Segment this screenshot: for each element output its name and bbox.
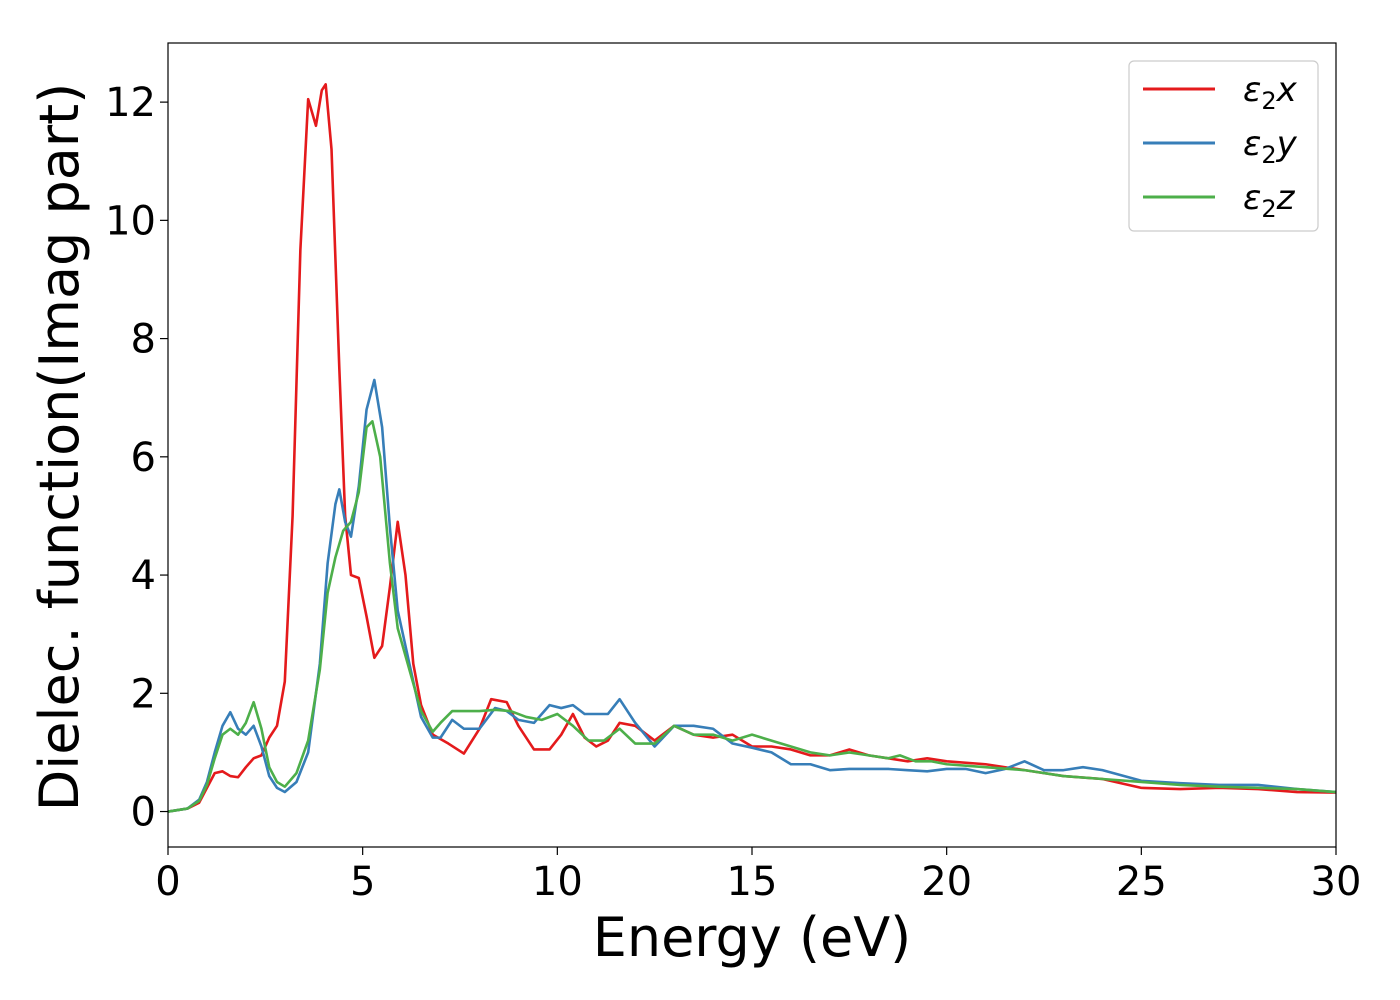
x-axis-ticks: 0 5 10 15 20 25 30: [155, 847, 1361, 905]
y-axis-ticks: 0 2 4 6 8 10 12: [105, 80, 168, 836]
y-tick-label: 4: [131, 553, 156, 599]
legend-item-y: ε2y: [1143, 124, 1298, 169]
y-axis-title: Dielec. function(Imag part): [28, 83, 91, 812]
legend-label: ε2x: [1243, 70, 1298, 115]
series-line-z: [168, 420, 1336, 813]
legend-label: ε2y: [1243, 124, 1298, 169]
y-tick-label: 0: [131, 790, 156, 836]
x-tick-label: 15: [727, 859, 778, 905]
x-tick-label: 20: [921, 859, 972, 905]
x-tick-label: 0: [155, 859, 180, 905]
legend: ε2x ε2y ε2z: [1128, 60, 1319, 232]
y-tick-label: 8: [131, 317, 156, 363]
series-line-y: [168, 378, 1336, 813]
x-axis-title: Energy (eV): [593, 906, 912, 969]
legend-item-x: ε2x: [1143, 70, 1298, 115]
legend-label: ε2z: [1243, 178, 1296, 223]
y-tick-label: 10: [105, 198, 156, 244]
legend-item-z: ε2z: [1143, 178, 1296, 223]
legend-box: [1128, 60, 1319, 232]
y-tick-label: 6: [131, 435, 156, 481]
x-tick-label: 5: [350, 859, 375, 905]
y-tick-label: 12: [105, 80, 156, 126]
series-line-x: [168, 83, 1336, 813]
series-layer: [168, 83, 1336, 813]
y-tick-label: 2: [131, 671, 156, 717]
x-tick-label: 25: [1116, 859, 1167, 905]
x-tick-label: 30: [1311, 859, 1362, 905]
x-tick-label: 10: [532, 859, 583, 905]
